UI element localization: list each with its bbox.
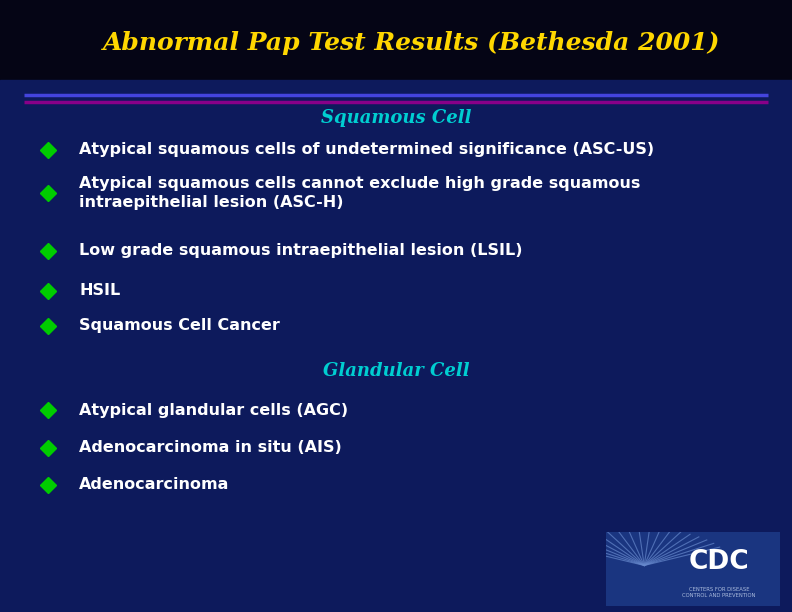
Text: Atypical glandular cells (AGC): Atypical glandular cells (AGC) (79, 403, 348, 417)
Text: Atypical squamous cells of undetermined significance (ASC-US): Atypical squamous cells of undetermined … (79, 143, 654, 157)
Text: Low grade squamous intraepithelial lesion (LSIL): Low grade squamous intraepithelial lesio… (79, 244, 523, 258)
Text: Adenocarcinoma: Adenocarcinoma (79, 477, 230, 492)
Text: HSIL: HSIL (79, 283, 120, 298)
Bar (0, 0, 792, 80)
Bar (0, 80, 792, 612)
Text: CENTERS FOR DISEASE
CONTROL AND PREVENTION: CENTERS FOR DISEASE CONTROL AND PREVENTI… (683, 588, 756, 598)
Text: Atypical squamous cells cannot exclude high grade squamous
intraepithelial lesio: Atypical squamous cells cannot exclude h… (79, 176, 641, 210)
Text: Glandular Cell: Glandular Cell (322, 362, 470, 381)
Text: Abnormal Pap Test Results (Bethesda 2001): Abnormal Pap Test Results (Bethesda 2001… (103, 31, 721, 55)
Text: Adenocarcinoma in situ (AIS): Adenocarcinoma in situ (AIS) (79, 441, 342, 455)
Text: Squamous Cell Cancer: Squamous Cell Cancer (79, 318, 280, 333)
Text: Squamous Cell: Squamous Cell (321, 108, 471, 127)
Text: CDC: CDC (689, 549, 749, 575)
